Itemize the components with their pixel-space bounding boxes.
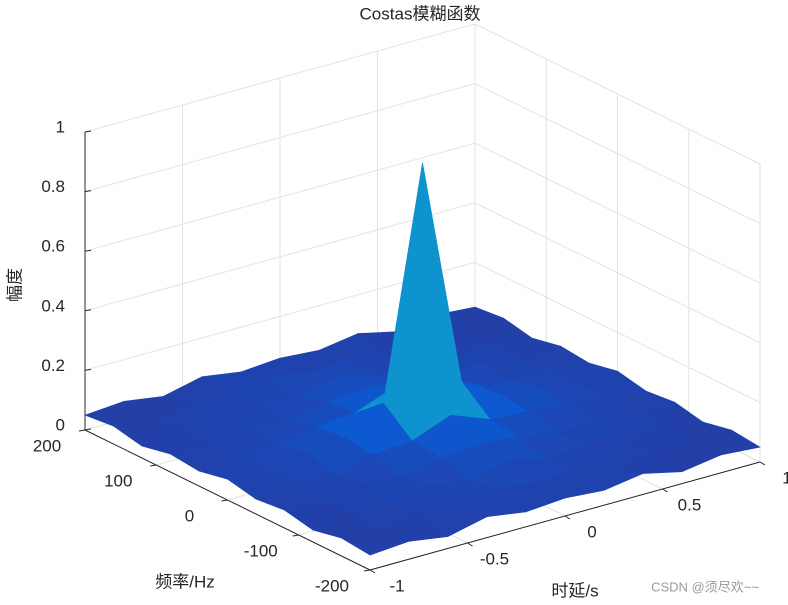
grid-line <box>84 142 476 252</box>
y-tick <box>292 534 299 537</box>
y-tick-label: -100 <box>244 541 278 560</box>
x-tick-label: 0 <box>587 522 596 541</box>
y-tick <box>221 499 228 502</box>
surface <box>84 162 761 556</box>
z-tick <box>84 428 92 431</box>
grid-line <box>474 83 761 225</box>
grid-line <box>84 83 476 193</box>
y-tick-label: -200 <box>315 576 349 595</box>
x-tick <box>662 488 668 493</box>
x-tick-label: 0.5 <box>678 495 702 514</box>
axes: -1 -0.5 0 0.5 1 -200 -100 0 100 200 0 0.2 0.4 0.6 0.8 1 <box>33 117 788 595</box>
z-tick-label: 0.6 <box>41 237 65 256</box>
grid-line <box>474 202 761 344</box>
z-tick-label: 0.2 <box>41 356 65 375</box>
grid-line <box>84 202 476 312</box>
y-tick-label: 0 <box>185 506 194 525</box>
grid-line <box>474 23 761 165</box>
x-tick <box>759 461 766 466</box>
grid-line <box>84 23 476 133</box>
grid-line <box>474 142 761 284</box>
x-tick-label: -1 <box>389 576 404 595</box>
z-tick <box>84 130 92 133</box>
x-tick <box>369 569 376 574</box>
x-axis-label: 时延/s <box>551 581 598 600</box>
z-tick <box>84 190 92 193</box>
z-axis-label: 幅度 <box>5 268 24 302</box>
y-tick <box>78 429 86 432</box>
y-tick-label: 200 <box>33 436 61 455</box>
surface-patch <box>340 532 410 556</box>
y-axis-label: 频率/Hz <box>155 572 215 591</box>
y-tick <box>150 464 157 467</box>
watermark: CSDN @须尽欢~~ <box>651 579 759 594</box>
z-tick <box>84 368 92 371</box>
grid-line <box>474 261 761 403</box>
y-tick <box>363 569 371 572</box>
z-tick <box>84 249 92 252</box>
chart-title: Costas模糊函数 <box>360 4 481 23</box>
z-tick-label: 0.4 <box>41 296 65 315</box>
z-tick-label: 0.8 <box>41 177 65 196</box>
x-tick-label: -0.5 <box>480 549 509 568</box>
x-tick <box>564 515 571 520</box>
x-tick <box>467 542 473 547</box>
z-tick-label: 1 <box>56 117 65 136</box>
z-tick <box>84 309 92 312</box>
x-tick-label: 1 <box>782 468 788 487</box>
z-tick-label: 0 <box>56 415 65 434</box>
y-tick-label: 100 <box>104 471 132 490</box>
